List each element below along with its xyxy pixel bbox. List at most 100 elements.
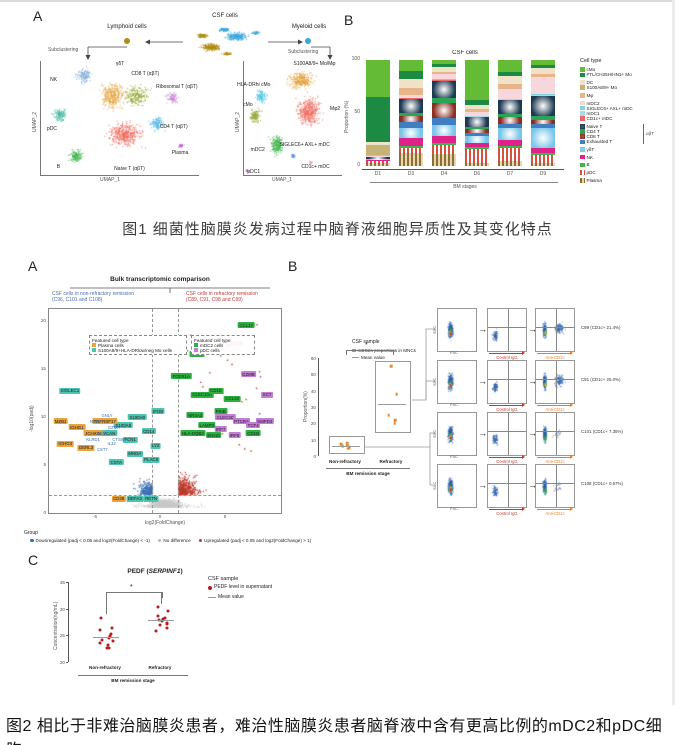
quadrant-vline	[555, 413, 557, 455]
gene-label-VCAN: VCAN	[101, 430, 117, 437]
legend-swatch	[580, 154, 585, 160]
bar-segment	[465, 116, 489, 118]
volcano-left-group-header: CSF cells in non-refractory remission (C9…	[52, 291, 170, 304]
bar-legend-item: Mφ	[580, 93, 672, 98]
bar-segment	[366, 162, 390, 166]
pedf-point	[165, 626, 169, 630]
fig2-panel-b-label: B	[288, 258, 298, 274]
pedf-xtick: Non-refractory	[89, 665, 121, 670]
bar-segment	[465, 117, 489, 127]
quadrant-vline	[555, 361, 557, 403]
legend-swatch	[580, 124, 585, 129]
gene-label-DEFA3: DEFA3	[126, 495, 144, 502]
subclustering-left-label: Subclustering	[48, 47, 79, 53]
cluster-label: HLA-DRhi cMo	[237, 81, 271, 88]
gene-label-CD1E: CD1E	[208, 387, 224, 394]
bar-segment	[498, 147, 522, 161]
mdc2-point	[345, 441, 349, 445]
gene-label-IRF7: IRF7	[214, 426, 227, 433]
legend-swatch	[580, 134, 585, 139]
gene-label-TNFRSF17: TNFRSF17	[92, 418, 118, 425]
bar-segment	[366, 159, 390, 161]
myeloid-cells-label: Myeloid cells	[291, 24, 327, 30]
bar-segment	[465, 108, 489, 112]
gene-label-GNLY: GNLY	[101, 412, 113, 418]
bar-xtick: D9	[539, 171, 547, 177]
legend-label: pDC cells	[200, 347, 220, 353]
bar-legend-item: CD1c+ mDC	[580, 116, 672, 121]
bar-segment	[465, 128, 489, 134]
bar-segment	[366, 160, 390, 163]
quadrant-hline	[536, 430, 574, 432]
flow-xaxis-label: FSC	[450, 350, 458, 355]
pedf-title-suffix: )	[180, 568, 183, 575]
bar-ytick: 50	[354, 109, 360, 115]
cluster-label: Plasma	[171, 150, 189, 157]
pedf-point	[98, 628, 102, 632]
gene-label-MZB1: MZB1	[53, 418, 68, 425]
legend-label: cMo	[586, 67, 596, 73]
flow-plot-anti	[535, 360, 575, 404]
bar-segment	[399, 98, 423, 100]
pedf-point	[158, 623, 162, 627]
legend-swatch	[92, 343, 96, 348]
pedf-point	[106, 643, 110, 647]
pedf-point	[163, 616, 167, 620]
fig2-panel-a-label: A	[28, 258, 38, 274]
bar-segment	[366, 156, 390, 158]
csf-overview-scatter	[183, 21, 268, 59]
bar-xtick: D3	[407, 171, 415, 177]
bar-segment	[465, 126, 489, 129]
right-border	[672, 0, 675, 705]
legend-label: Mean value	[361, 354, 385, 360]
pedf-point	[109, 632, 113, 636]
fig1-panel-b-label: B	[344, 12, 354, 28]
legend-swatch	[580, 129, 585, 134]
legend-label: PEDF level in supernatant	[214, 584, 273, 591]
featured-legend-item: pDC cells	[194, 348, 252, 353]
legend-label: SIGLEC6+ AXL+ mDC	[586, 105, 633, 111]
gene-label-NKG7: NKG7	[89, 418, 102, 424]
cluster-label: Naive T (αβT)	[114, 166, 145, 173]
abt-bracket-label: αβT	[646, 131, 655, 136]
group-legend-item: No difference	[157, 538, 191, 543]
bar-segment	[399, 127, 423, 139]
bar-xaxis-line	[362, 169, 564, 170]
cluster-label: Mφ2	[330, 105, 341, 112]
stacked-bar-chart	[366, 60, 562, 166]
gene-label-IL32: IL32	[107, 441, 116, 447]
pedf-legend: CSF sample PEDF level in supernatant Mean …	[208, 576, 328, 601]
bar-segment	[399, 60, 423, 71]
flow-yaxis-label: SSC	[432, 481, 437, 490]
volcano-left-group-line1: CSF cells in non-refractory remission	[52, 291, 134, 297]
pedf-ytick: 30	[59, 606, 65, 612]
bar-segment	[432, 73, 456, 80]
mdc2-ytick: 10	[310, 437, 316, 443]
legend-label: Naive T	[586, 123, 603, 129]
bar-segment	[432, 124, 456, 137]
bar-segment	[531, 155, 555, 163]
bar-segment	[531, 120, 555, 124]
volcano-ylabel: -log10(padj)	[29, 405, 35, 432]
bar-legend-item: CD8 T	[580, 134, 672, 139]
legend-label: Mean value	[218, 594, 244, 601]
flow-step-arrow: →	[478, 480, 487, 490]
marker-arrowhead	[570, 507, 573, 511]
mdc2-point	[346, 443, 349, 447]
group-legend-item: Upregulated (padj < 0.05 and log2(FoldCh…	[198, 538, 311, 543]
legend-swatch	[194, 343, 198, 348]
pedf-point	[105, 646, 109, 650]
pedf-ytick-mark	[66, 582, 68, 583]
group-legend-item: Downregulated (padj < 0.05 and log2(Fold…	[30, 538, 150, 543]
bar-segment	[465, 104, 489, 109]
gene-label-PLAC8: PLAC8	[142, 456, 160, 463]
bar-segment	[366, 157, 390, 159]
bar-legend-item: pDC	[580, 170, 672, 175]
bar-stage-bracket	[370, 182, 558, 183]
stacked-bar	[531, 60, 555, 166]
pedf-point	[154, 629, 158, 633]
volcano-ytick: 10	[40, 414, 46, 419]
gene-label-CCL5: CCL5	[94, 430, 106, 436]
legend-swatch	[580, 93, 585, 98]
volcano-left-group-line2: (C96, C101 and C108)	[52, 296, 103, 303]
